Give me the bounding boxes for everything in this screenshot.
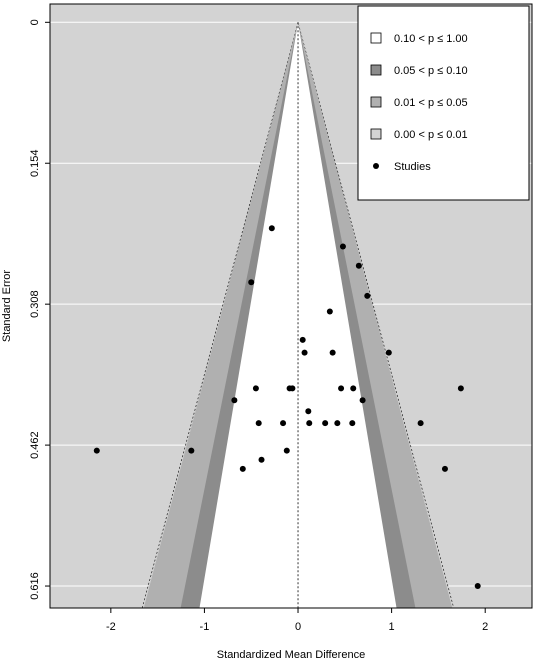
- study-point: [339, 243, 346, 250]
- study-point: [239, 465, 246, 472]
- study-point: [338, 385, 345, 392]
- study-point: [252, 385, 259, 392]
- x-tick-label: 2: [482, 621, 488, 633]
- y-tick-label: 0.616: [29, 572, 41, 600]
- study-point: [283, 447, 290, 454]
- y-tick-label: 0.308: [29, 290, 41, 318]
- x-tick-label: 1: [389, 621, 395, 633]
- study-point: [474, 583, 481, 590]
- legend-swatch: [370, 96, 382, 108]
- legend-swatch: [373, 163, 379, 169]
- study-point: [417, 420, 424, 427]
- x-axis-ticks: -2 -1 0 1 2: [106, 608, 488, 633]
- legend-label: 0.10 < p ≤ 1.00: [394, 33, 468, 45]
- study-point: [359, 397, 366, 404]
- study-point: [329, 349, 336, 356]
- legend: 0.10 < p ≤ 1.00 0.05 < p ≤ 0.10 0.01 < p ≤…: [357, 5, 530, 201]
- study-point: [306, 420, 313, 427]
- study-point: [355, 262, 362, 269]
- study-point: [364, 292, 371, 299]
- study-point: [326, 308, 333, 315]
- x-tick-label: -2: [106, 621, 116, 633]
- legend-box: [357, 5, 530, 201]
- study-point: [258, 456, 265, 463]
- study-point: [385, 349, 392, 356]
- study-point: [441, 465, 448, 472]
- study-point: [457, 385, 464, 392]
- legend-swatch: [370, 128, 382, 140]
- legend-label: Studies: [394, 161, 431, 173]
- y-axis-title: Standard Error: [1, 270, 13, 342]
- study-point: [268, 225, 275, 232]
- study-point: [188, 447, 195, 454]
- study-point: [349, 420, 356, 427]
- legend-label: 0.01 < p ≤ 0.05: [394, 97, 468, 109]
- y-tick-label: 0.154: [29, 149, 41, 177]
- x-tick-label: -1: [200, 621, 210, 633]
- study-point: [322, 420, 329, 427]
- study-point: [280, 420, 287, 427]
- y-tick-label: 0: [29, 19, 41, 25]
- legend-swatch: [370, 32, 382, 44]
- y-axis-ticks: 0 0.154 0.308 0.462 0.616: [29, 19, 50, 600]
- study-point: [255, 420, 262, 427]
- study-point: [248, 279, 255, 286]
- study-point: [301, 349, 308, 356]
- legend-swatch: [370, 64, 382, 76]
- study-points: [93, 225, 481, 590]
- study-point: [334, 420, 341, 427]
- x-axis-title: Standardized Mean Difference: [217, 649, 365, 659]
- study-point: [305, 408, 312, 415]
- study-point: [350, 385, 357, 392]
- plot-frame: [49, 3, 533, 609]
- legend-label: 0.00 < p ≤ 0.01: [394, 129, 468, 141]
- study-point: [231, 397, 238, 404]
- study-point: [299, 336, 306, 343]
- study-point: [93, 447, 100, 454]
- legend-label: 0.05 < p ≤ 0.10: [394, 65, 468, 77]
- study-point: [289, 385, 296, 392]
- y-tick-label: 0.462: [29, 431, 41, 459]
- x-tick-label: 0: [295, 621, 301, 633]
